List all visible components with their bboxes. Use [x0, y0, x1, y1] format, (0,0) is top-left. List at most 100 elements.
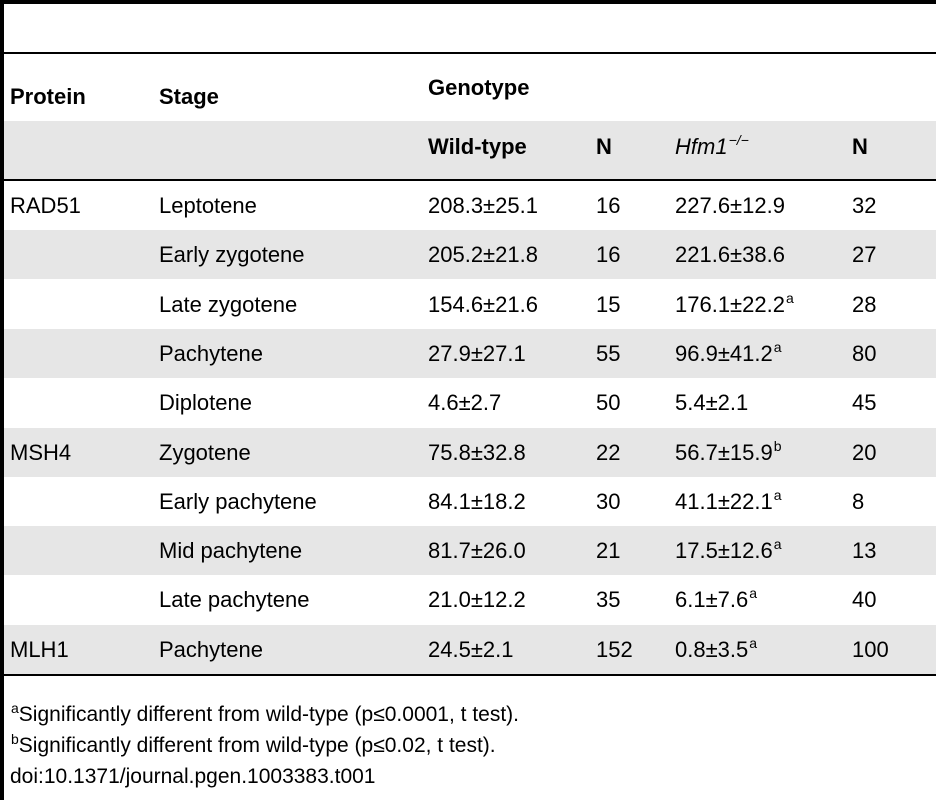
- cell-stage-value: Zygotene: [159, 439, 251, 465]
- cell-stage-value: Late zygotene: [159, 291, 298, 317]
- cell-n-wild-type: 50: [596, 378, 620, 427]
- cell-wild-type-value: 208.3±25.1: [428, 193, 538, 218]
- cell-wild-type: 75.8±32.8: [428, 428, 526, 477]
- table-row: MLH1 Pachytene 24.5±2.1 152 0.8±3.5a 100: [4, 624, 936, 674]
- cell-n-hfm1: 28: [852, 280, 876, 329]
- cell-n-hfm1-value: 100: [852, 636, 889, 662]
- top-border: [0, 0, 936, 4]
- cell-hfm1: 176.1±22.2a: [675, 280, 794, 329]
- cell-stage-value: Diplotene: [159, 390, 252, 416]
- cell-n-wild-type: 55: [596, 329, 620, 378]
- cell-hfm1-value: 5.4±2.1: [675, 390, 749, 416]
- header-bottom-rule: [0, 179, 936, 181]
- cell-n-wild-type: 16: [596, 230, 620, 279]
- cell-stage: Pachytene: [159, 625, 263, 674]
- cell-n-hfm1: 80: [852, 329, 876, 378]
- cell-n-hfm1-value: 40: [852, 587, 877, 613]
- hfm1-label: Hfm1: [675, 134, 728, 159]
- cell-n-wild-type-value: 55: [596, 340, 621, 366]
- significance-superscript: a: [773, 536, 782, 553]
- cell-n-hfm1: 27: [852, 230, 876, 279]
- cell-wild-type: 154.6±21.6: [428, 280, 538, 329]
- cell-hfm1-value: 0.8±3.5: [675, 636, 749, 662]
- cell-n-wild-type-value: 50: [596, 390, 621, 416]
- cell-n-wild-type-value: 22: [596, 439, 621, 465]
- significance-superscript: a: [773, 338, 782, 355]
- cell-wild-type: 208.3±25.1: [428, 181, 538, 230]
- cell-stage-value: Leptotene: [159, 193, 257, 218]
- cell-wild-type-value: 75.8±32.8: [428, 439, 526, 465]
- cell-n-wild-type: 35: [596, 575, 620, 624]
- cell-hfm1-value: 41.1±22.1: [675, 488, 773, 514]
- cell-stage: Leptotene: [159, 181, 257, 230]
- cell-n-wild-type-value: 35: [596, 587, 621, 613]
- table-top-rule: [0, 52, 936, 54]
- cell-n-wild-type: 21: [596, 526, 620, 575]
- cell-stage: Late zygotene: [159, 280, 297, 329]
- cell-n-hfm1-value: 27: [852, 242, 877, 268]
- cell-stage: Early zygotene: [159, 230, 305, 279]
- table-row: Diplotene 4.6±2.7 50 5.4±2.1 45: [4, 378, 936, 427]
- cell-stage-value: Early pachytene: [159, 488, 317, 514]
- cell-stage-value: Pachytene: [159, 636, 263, 662]
- cell-protein: MSH4: [10, 428, 71, 477]
- table-row: Pachytene 27.9±27.1 55 96.9±41.2a 80: [4, 328, 936, 378]
- cell-n-hfm1: 8: [852, 477, 864, 526]
- table-row: RAD51 Leptotene 208.3±25.1 16 227.6±12.9 32: [4, 181, 936, 230]
- cell-n-hfm1-value: 32: [852, 193, 877, 218]
- cell-stage: Zygotene: [159, 428, 251, 477]
- cell-hfm1: 56.7±15.9b: [675, 428, 782, 477]
- cell-n-wild-type: 22: [596, 428, 620, 477]
- cell-n-wild-type-value: 15: [596, 291, 621, 317]
- cell-stage: Pachytene: [159, 329, 263, 378]
- col-header-genotype: Genotype: [428, 75, 530, 100]
- cell-n-wild-type-value: 16: [596, 193, 621, 218]
- cell-n-hfm1-value: 28: [852, 291, 877, 317]
- cell-stage-value: Pachytene: [159, 340, 263, 366]
- cell-wild-type: 24.5±2.1: [428, 625, 513, 674]
- significance-superscript: a: [749, 634, 758, 651]
- cell-protein: MLH1: [10, 625, 69, 674]
- table-row: Early pachytene 84.1±18.2 30 41.1±22.1a 8: [4, 477, 936, 526]
- cell-wild-type: 21.0±12.2: [428, 575, 526, 624]
- cell-protein-value: RAD51: [10, 193, 81, 218]
- table-row: Mid pachytene 81.7±26.0 21 17.5±12.6a 13: [4, 526, 936, 576]
- cell-n-wild-type: 30: [596, 477, 620, 526]
- cell-wild-type-value: 21.0±12.2: [428, 587, 526, 613]
- cell-n-hfm1: 45: [852, 378, 876, 427]
- cell-stage: Diplotene: [159, 378, 252, 427]
- cell-hfm1: 41.1±22.1a: [675, 477, 782, 526]
- cell-hfm1: 17.5±12.6a: [675, 526, 782, 575]
- cell-protein-value: MLH1: [10, 636, 69, 662]
- table-row: Early zygotene 205.2±21.8 16 221.6±38.6 27: [4, 230, 936, 280]
- footnote-b: bSignificantly different from wild-type …: [10, 731, 519, 762]
- hfm1-superscript: −/−: [728, 132, 749, 148]
- cell-hfm1: 221.6±38.6: [675, 230, 786, 279]
- cell-n-hfm1: 20: [852, 428, 876, 477]
- cell-wild-type: 205.2±21.8: [428, 230, 538, 279]
- cell-n-hfm1-value: 45: [852, 390, 877, 416]
- cell-n-hfm1-value: 8: [852, 488, 865, 514]
- footnote-a-mark: a: [11, 700, 19, 716]
- cell-stage: Mid pachytene: [159, 526, 302, 575]
- cell-n-wild-type-value: 152: [596, 636, 633, 662]
- cell-wild-type-value: 154.6±21.6: [428, 291, 538, 317]
- left-border: [0, 0, 4, 800]
- cell-wild-type: 4.6±2.7: [428, 378, 501, 427]
- cell-n-hfm1: 32: [852, 181, 876, 230]
- cell-hfm1-value: 227.6±12.9: [675, 193, 785, 218]
- cell-wild-type-value: 4.6±2.7: [428, 390, 502, 416]
- col-header-n-wild-type: N: [596, 134, 612, 159]
- significance-superscript: a: [749, 585, 758, 602]
- cell-n-wild-type: 16: [596, 181, 620, 230]
- footnote-a-text: Significantly different from wild-type (…: [18, 703, 519, 726]
- cell-hfm1: 96.9±41.2a: [675, 329, 782, 378]
- cell-n-hfm1: 13: [852, 526, 876, 575]
- cell-wild-type: 81.7±26.0: [428, 526, 526, 575]
- cell-hfm1: 5.4±2.1: [675, 378, 749, 427]
- cell-n-hfm1-value: 20: [852, 439, 877, 465]
- significance-superscript: a: [773, 486, 782, 503]
- cell-wild-type-value: 81.7±26.0: [428, 538, 526, 564]
- cell-wild-type: 27.9±27.1: [428, 329, 526, 378]
- significance-superscript: a: [785, 289, 794, 306]
